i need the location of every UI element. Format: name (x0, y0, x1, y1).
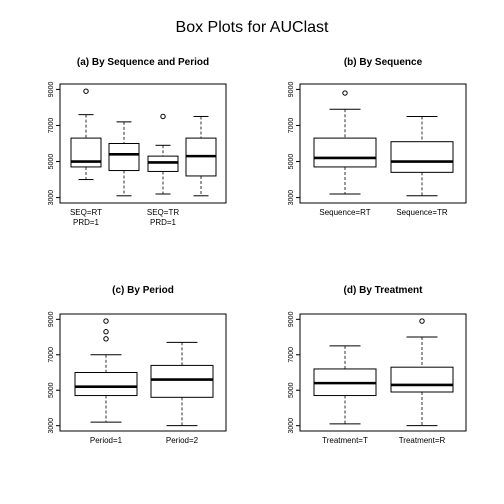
y-tick-label: 5000 (48, 154, 55, 170)
outlier-point (103, 318, 109, 324)
y-tick-label: 9000 (48, 311, 55, 327)
outlier-point (342, 90, 348, 96)
y-tick-label: 3000 (288, 190, 295, 206)
y-tick-label: 3000 (288, 418, 295, 434)
panel-3: (c) By Period 3000 5000 7000 9000 Period=1 Per… (48, 285, 227, 445)
plot-frame (59, 83, 227, 204)
outlier-point (103, 329, 109, 335)
box-2 (108, 121, 140, 197)
y-tick-label: 7000 (288, 347, 295, 363)
y-tick-label: 7000 (48, 347, 55, 363)
x-category-label: SEQ=RT (70, 208, 102, 217)
x-category-label: PRD=1 (73, 218, 100, 227)
y-tick-label: 5000 (288, 154, 295, 170)
box-2 (390, 115, 454, 197)
x-category-label: SEQ=TR (147, 208, 179, 217)
outlier-point (160, 113, 166, 120)
panel-2: (b) By Sequence 3000 5000 7000 9000 Sequence=… (288, 57, 467, 217)
box-4 (185, 115, 217, 197)
x-category-label: Sequence=TR (396, 208, 448, 217)
iqr-box (150, 364, 214, 398)
y-tick-label: 7000 (48, 118, 55, 134)
y-tick-label: 5000 (48, 382, 55, 398)
plot-frame (299, 83, 467, 204)
panel-title: (b) By Sequence (344, 57, 423, 68)
iqr-box (108, 143, 140, 172)
panel-title: (d) By Treatment (344, 285, 424, 296)
panel-4: (d) By Treatment 3000 5000 7000 9000 Treatmen… (288, 285, 467, 445)
x-category-label: Sequence=RT (319, 208, 370, 217)
x-category-label: PRD=1 (150, 218, 177, 227)
x-category-label: Treatment=R (399, 436, 446, 445)
x-category-label: Period=1 (90, 436, 123, 445)
y-tick-label: 7000 (288, 118, 295, 134)
iqr-box (70, 137, 102, 168)
iqr-box (313, 137, 377, 168)
iqr-box (390, 366, 454, 393)
box-2 (150, 341, 214, 427)
plot-frame (59, 313, 227, 432)
iqr-box (74, 372, 138, 397)
y-tick-label: 5000 (288, 382, 295, 398)
iqr-box (390, 141, 454, 173)
panel-title: (a) By Sequence and Period (77, 57, 209, 68)
plot-frame (299, 313, 467, 432)
outlier-point (419, 318, 425, 324)
outlier-point (83, 88, 89, 94)
y-tick-label: 3000 (48, 190, 55, 206)
x-category-label: Treatment=T (322, 436, 368, 445)
box-1 (74, 318, 138, 423)
iqr-box (147, 155, 179, 172)
box-1 (313, 345, 377, 425)
y-tick-label: 9000 (288, 311, 295, 327)
box-2 (390, 318, 454, 427)
box-1 (70, 88, 102, 181)
box-3 (147, 113, 179, 195)
outlier-point (103, 336, 109, 342)
panels: (a) By Sequence and Period 3000 5000 7000 90… (48, 57, 467, 445)
box-1 (313, 90, 377, 195)
panel-title: (c) By Period (112, 285, 174, 296)
panel-1: (a) By Sequence and Period 3000 5000 7000 90… (48, 57, 227, 227)
figure-title: Box Plots for AUClast (176, 19, 330, 36)
x-category-label: Period=2 (166, 436, 199, 445)
y-tick-label: 9000 (288, 82, 295, 98)
y-tick-label: 3000 (48, 418, 55, 434)
y-tick-label: 9000 (48, 82, 55, 98)
